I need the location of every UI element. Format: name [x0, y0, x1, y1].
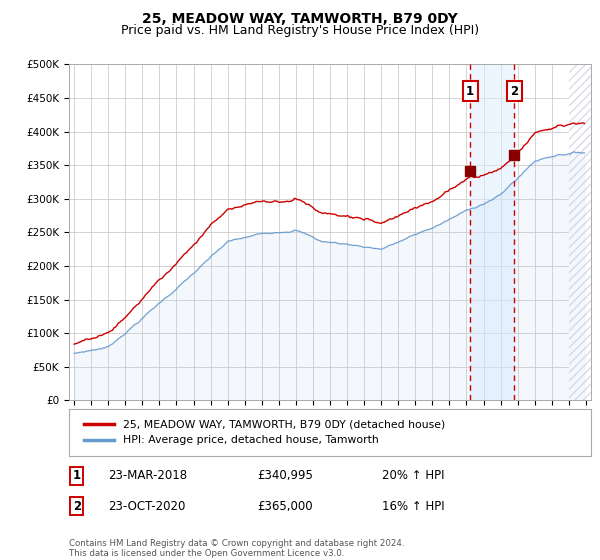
Text: 25, MEADOW WAY, TAMWORTH, B79 0DY: 25, MEADOW WAY, TAMWORTH, B79 0DY [142, 12, 458, 26]
Text: £340,995: £340,995 [257, 469, 313, 482]
Text: 2: 2 [511, 85, 518, 98]
Text: 16% ↑ HPI: 16% ↑ HPI [382, 500, 445, 512]
Legend: 25, MEADOW WAY, TAMWORTH, B79 0DY (detached house), HPI: Average price, detached: 25, MEADOW WAY, TAMWORTH, B79 0DY (detac… [80, 416, 449, 450]
Text: 1: 1 [466, 85, 474, 98]
Text: Contains HM Land Registry data © Crown copyright and database right 2024.
This d: Contains HM Land Registry data © Crown c… [69, 539, 404, 558]
Text: £365,000: £365,000 [257, 500, 313, 512]
Text: 1: 1 [73, 469, 81, 482]
Text: 2: 2 [73, 500, 81, 512]
Text: 23-MAR-2018: 23-MAR-2018 [108, 469, 187, 482]
Bar [569, 64, 595, 400]
Bar [470, 64, 514, 400]
Bar [569, 64, 595, 400]
Text: Price paid vs. HM Land Registry's House Price Index (HPI): Price paid vs. HM Land Registry's House … [121, 24, 479, 36]
Text: 23-OCT-2020: 23-OCT-2020 [108, 500, 185, 512]
Text: 20% ↑ HPI: 20% ↑ HPI [382, 469, 445, 482]
